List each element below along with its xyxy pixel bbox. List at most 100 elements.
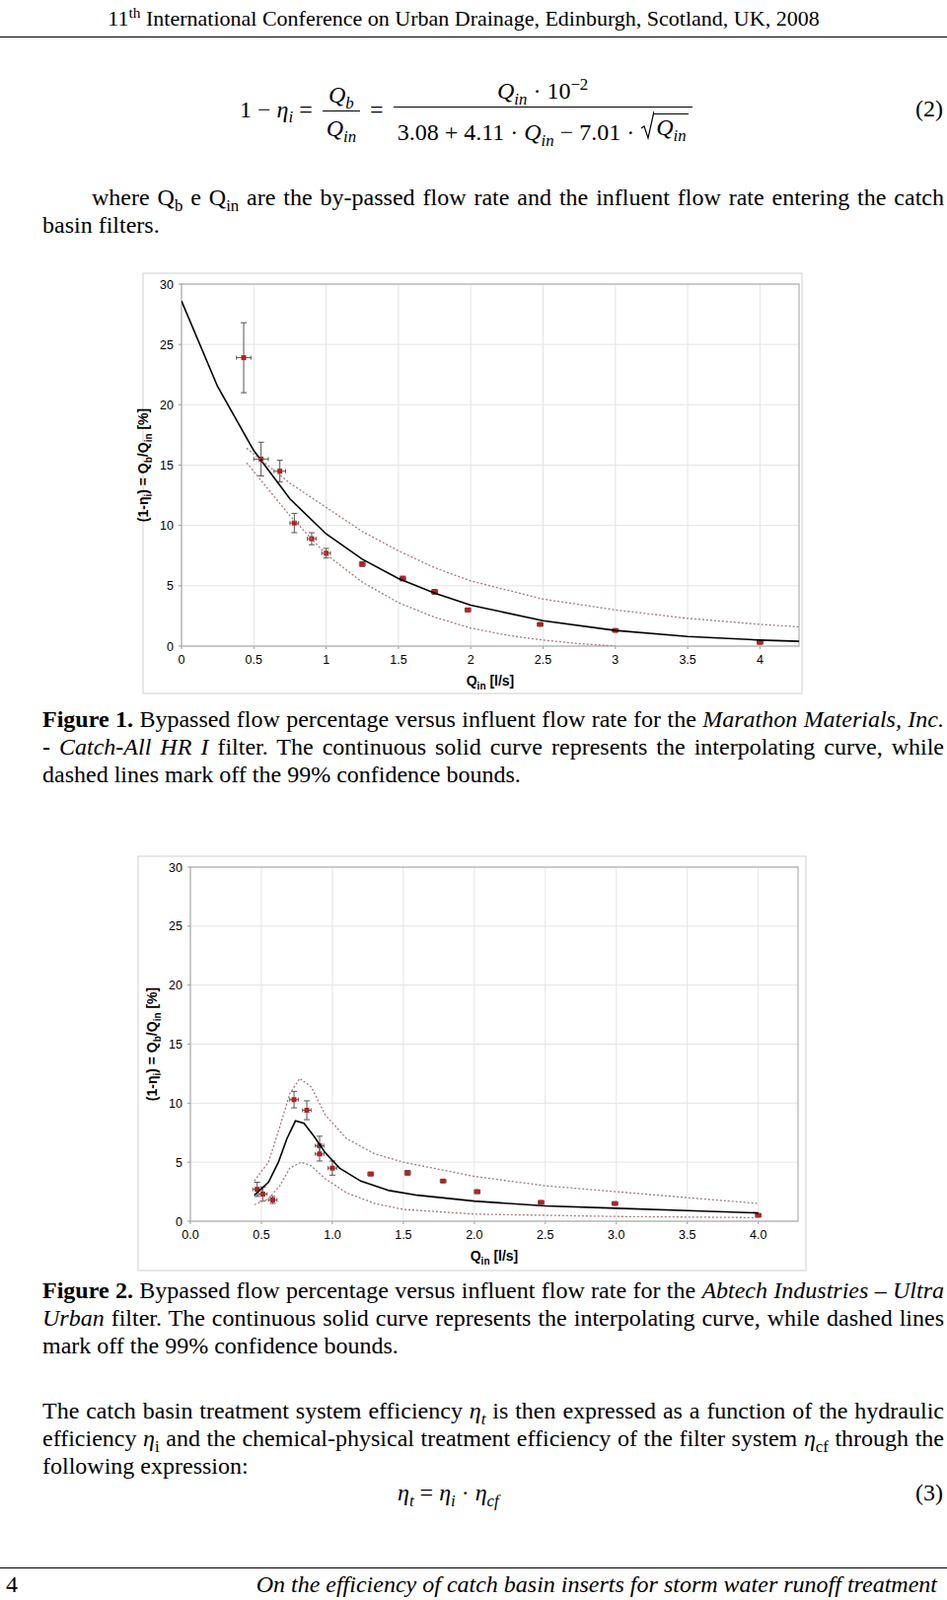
chart: 0.00.51.01.52.02.53.03.54.0051015202530Q… bbox=[138, 856, 806, 1271]
x-error-bar bbox=[439, 1178, 446, 1183]
x-error-bar bbox=[258, 1191, 268, 1196]
square-root: Qin bbox=[640, 110, 688, 141]
data-point bbox=[241, 355, 247, 361]
running-title: On the efficiency of catch basin inserts… bbox=[256, 1570, 938, 1599]
error-bar bbox=[303, 1100, 310, 1120]
x-error-bar bbox=[321, 551, 331, 556]
error-bar bbox=[359, 561, 365, 567]
error-bar bbox=[474, 1189, 481, 1194]
error-bar bbox=[367, 1171, 374, 1176]
tick-label: 25 bbox=[159, 338, 174, 353]
text-run: and the chemical-physical treatment effi… bbox=[159, 1425, 804, 1452]
text-run: i bbox=[154, 1437, 160, 1457]
x-error-bar bbox=[756, 640, 763, 645]
text-run: International Conference on Urban Draina… bbox=[141, 5, 820, 31]
grid-line bbox=[181, 524, 800, 526]
data-point bbox=[612, 1201, 618, 1207]
tick-label: 2.0 bbox=[465, 1228, 483, 1242]
x-error-bar bbox=[302, 1108, 312, 1113]
data-point bbox=[291, 1096, 297, 1102]
tick-label: 2.5 bbox=[534, 653, 552, 667]
error-bar bbox=[464, 607, 471, 612]
x-error-bar bbox=[236, 356, 252, 361]
radical-stroke bbox=[641, 111, 655, 139]
tick-label: 0 bbox=[175, 1215, 183, 1230]
confidence-bound bbox=[254, 1162, 759, 1218]
text-run: η bbox=[143, 1425, 155, 1452]
text-run: e Q bbox=[182, 184, 226, 211]
figure-caption: Figure 2. Bypassed flow percentage versu… bbox=[42, 1276, 945, 1360]
text-run: i bbox=[450, 1491, 456, 1511]
tick-label: 3.0 bbox=[607, 1228, 625, 1242]
tick-label: 1.0 bbox=[323, 1228, 341, 1242]
text-run: Q bbox=[497, 77, 514, 104]
data-point bbox=[367, 1171, 373, 1177]
plot-marks bbox=[181, 300, 800, 647]
text-run: 1 − bbox=[239, 96, 278, 123]
data-point bbox=[474, 1189, 480, 1195]
tick-label: 3.5 bbox=[678, 653, 696, 667]
data-point bbox=[260, 1191, 266, 1197]
data-point bbox=[316, 1151, 322, 1157]
tick-label: 1 bbox=[322, 653, 330, 667]
text-run: −2 bbox=[570, 74, 588, 94]
paragraph: where Qb e Qin are the by-passed flow ra… bbox=[42, 183, 945, 239]
text-run: Q bbox=[523, 119, 541, 146]
text-run: in bbox=[541, 131, 555, 150]
text-run: Bypassed flow percentage versus influent… bbox=[133, 1277, 702, 1304]
x-axis-label: Qin [l/s] bbox=[466, 672, 515, 692]
denominator: 3.08 + 4.11 · Qin − 7.01 · Qin bbox=[393, 106, 693, 146]
x-error-bar bbox=[538, 1200, 545, 1205]
radical-sign bbox=[640, 110, 655, 141]
fraction: Qin · 10−23.08 + 4.11 · Qin − 7.01 · Qin bbox=[393, 76, 693, 146]
text-run: 11 bbox=[107, 5, 129, 31]
error-bar bbox=[404, 1170, 411, 1176]
figure-border bbox=[143, 273, 802, 694]
tick-label: 30 bbox=[159, 278, 174, 292]
tick-label: 0.5 bbox=[252, 1228, 270, 1242]
figures: 00.511.522.533.54051015202530Qin [l/s](1… bbox=[0, 0, 947, 1600]
x-error-bar bbox=[464, 607, 471, 612]
text-run: b bbox=[174, 196, 183, 216]
x-error-bar bbox=[367, 1171, 374, 1176]
label-run: in bbox=[151, 1012, 163, 1021]
text-run: Q bbox=[655, 114, 673, 141]
header-rule bbox=[0, 36, 947, 38]
radicand: Qin bbox=[654, 113, 688, 141]
text-run: η bbox=[438, 1479, 451, 1506]
tick-label: 3 bbox=[611, 653, 619, 667]
text-run: η bbox=[397, 1479, 410, 1506]
tick-label: 5 bbox=[175, 1156, 183, 1170]
tick-label: 2.5 bbox=[536, 1228, 554, 1242]
confidence-bound bbox=[246, 462, 616, 647]
text-run: = bbox=[364, 96, 390, 123]
label-run: /Q bbox=[135, 441, 151, 457]
label-run: [l/s] bbox=[486, 672, 515, 689]
text-run: Figure 2. bbox=[42, 1277, 134, 1304]
grid-line bbox=[190, 1102, 799, 1104]
data-point bbox=[329, 1165, 335, 1171]
error-bar bbox=[269, 1196, 276, 1204]
equation-number: (3) bbox=[915, 1478, 944, 1507]
x-error-bar bbox=[474, 1189, 481, 1194]
tick-label: 20 bbox=[168, 978, 183, 993]
text-run: Q bbox=[328, 81, 346, 108]
numerator: Qin · 10−2 bbox=[493, 76, 592, 107]
tick-label: 4 bbox=[756, 653, 764, 667]
tick-label: 10 bbox=[159, 518, 174, 533]
error-bar bbox=[277, 460, 284, 483]
tick-label: 2 bbox=[467, 653, 475, 667]
figure-border bbox=[138, 856, 806, 1271]
data-point bbox=[405, 1169, 411, 1175]
y-axis-label: (1-ηi) = Qb/Qin [%] bbox=[144, 987, 163, 1101]
x-error-bar bbox=[359, 562, 365, 567]
x-error-bar bbox=[290, 1097, 299, 1102]
grid-line bbox=[190, 984, 799, 986]
label-run: [l/s] bbox=[490, 1247, 519, 1264]
text-run: · bbox=[455, 1479, 476, 1506]
label-run: /Q bbox=[144, 1020, 160, 1036]
text-run: η bbox=[277, 96, 290, 123]
x-axis-label: Qin [l/s] bbox=[470, 1247, 519, 1267]
grid-line bbox=[181, 344, 800, 346]
label-run: [%] bbox=[144, 987, 160, 1014]
